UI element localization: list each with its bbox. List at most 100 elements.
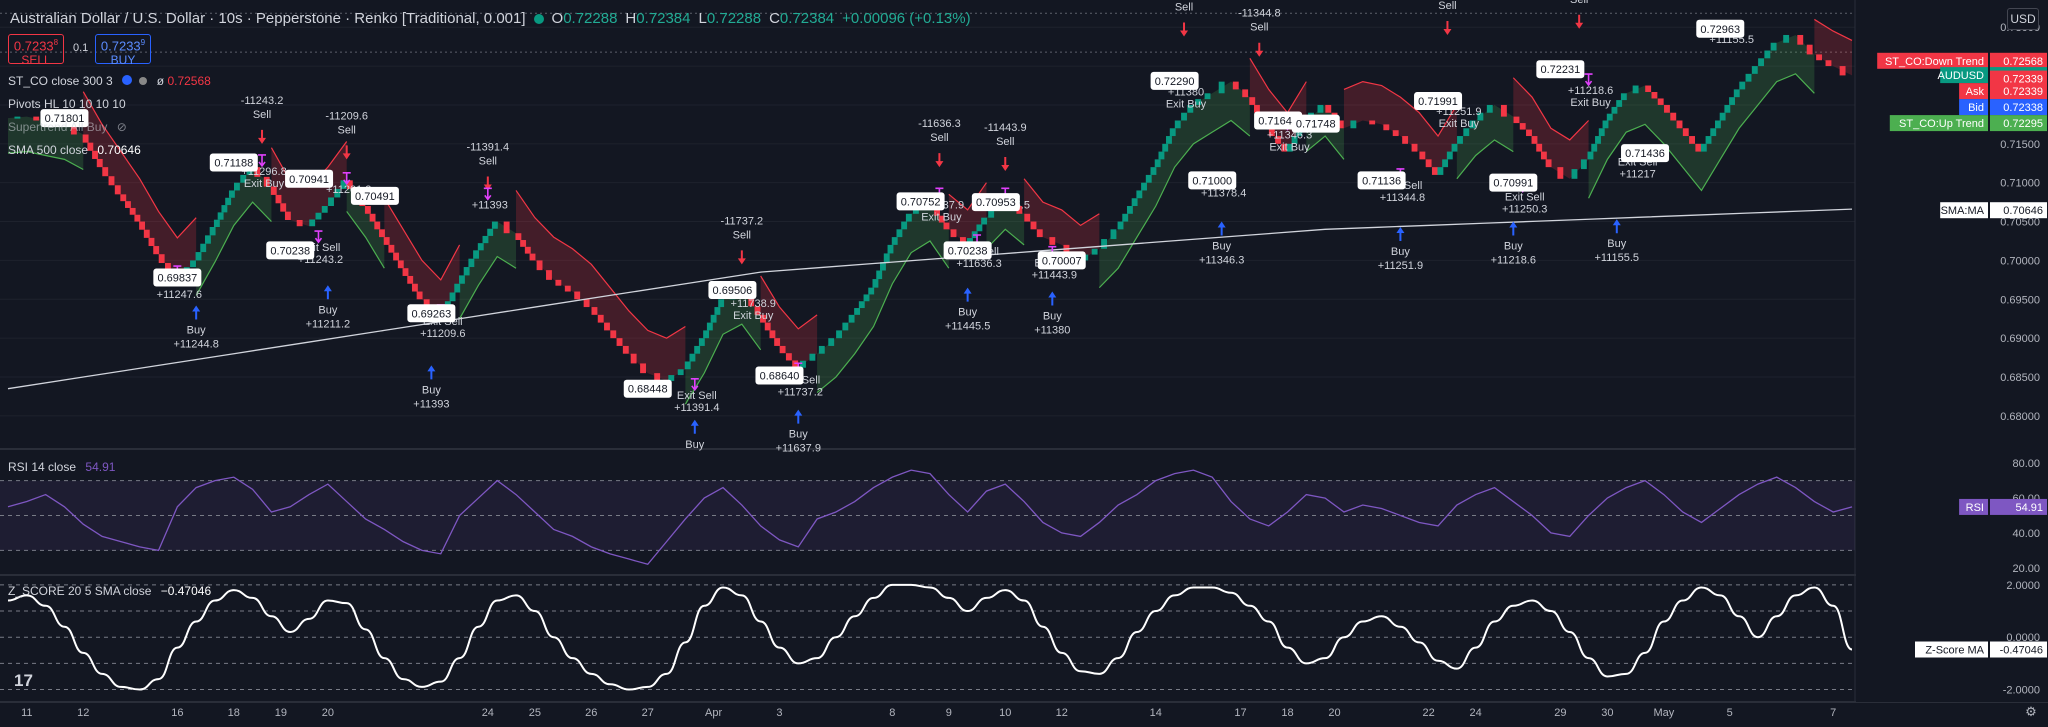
pivot-price-label: 0.69837: [157, 273, 197, 285]
indicator-zscore[interactable]: Z_SCORE 20 5 SMA close −0.47046: [8, 584, 211, 598]
indicator-sma[interactable]: SMA 500 close 0.70646: [8, 143, 141, 157]
currency-button[interactable]: USD: [2007, 8, 2039, 30]
sell-price: 0.7233: [13, 38, 54, 54]
sell-signal-label: Sell: [733, 229, 751, 241]
pivot-price-label-box: [1357, 171, 1406, 190]
renko-brick-down: [275, 194, 282, 204]
pivots-name: Pivots HL 10 10 10 10: [8, 97, 126, 111]
indicator-rsi[interactable]: RSI 14 close 54.91: [8, 460, 115, 474]
supertrend-fill-up: [8, 116, 84, 170]
sell-signal-label: Sell: [1175, 2, 1193, 14]
renko-brick-down: [754, 306, 761, 315]
renko-brick-up: [1463, 128, 1470, 137]
renko-brick-down: [1268, 128, 1275, 137]
buy-arrow-icon: [690, 419, 699, 434]
sell-signal-label: Sell: [338, 124, 356, 136]
st-co-value: 0.72568: [167, 74, 211, 88]
renko-brick-up: [1174, 120, 1181, 129]
hidden-eye-icon[interactable]: ⊘: [116, 120, 127, 134]
axis-tag-label: Bid: [1968, 102, 1984, 114]
exit-signal-label: Exit Buy: [1439, 118, 1480, 130]
buy-signal-label: Buy: [1043, 311, 1062, 323]
renko-brick-down: [1536, 143, 1543, 152]
sell-button[interactable]: 0.72338 SELL: [8, 34, 64, 67]
supertrend-line-up: [684, 323, 762, 405]
renko-brick-up: [1117, 221, 1124, 230]
indicator-pivots[interactable]: Pivots HL 10 10 10 10: [8, 97, 126, 111]
time-tick-label: 7: [1830, 707, 1836, 719]
buy-signal-label: +11445.5: [945, 321, 990, 333]
supertrend-name: Supertrend All Buy: [8, 120, 108, 134]
indicator-settings-icon[interactable]: [139, 77, 148, 85]
exit-signal-label: +11737.2: [778, 386, 823, 398]
buy-signal-label: Buy: [1391, 246, 1410, 258]
renko-brick-down: [1369, 120, 1376, 125]
renko-brick-down: [1049, 237, 1056, 245]
buy-button[interactable]: 0.72339 BUY: [95, 34, 151, 67]
price-tick-label: 0.71500: [2000, 139, 2040, 151]
axis-tag-label: ST_CO:Up Trend: [1899, 118, 1984, 130]
rsi-value: 54.91: [85, 460, 116, 474]
buy-arrow-icon: [427, 365, 436, 380]
supertrend-line-down: [82, 91, 197, 239]
market-open-icon: [533, 13, 544, 24]
pivot-price-label-box: [407, 304, 456, 323]
spread-value: 0.1: [73, 42, 89, 54]
pivot-price-label-box: [755, 366, 804, 385]
pivot-price-label: 0.71648: [1258, 115, 1298, 127]
renko-brick-up: [718, 299, 725, 308]
buy-arrow-icon: [1048, 291, 1057, 306]
buy-signal-label: Buy: [1504, 241, 1523, 253]
price-tick-label: 0.68500: [2000, 372, 2040, 384]
renko-brick-down: [388, 244, 395, 253]
renko-brick-down: [1664, 104, 1670, 113]
renko-brick-up: [473, 250, 479, 259]
renko-brick-down: [950, 229, 957, 238]
indicator-supertrend[interactable]: Supertrend All Buy ⊘: [8, 120, 127, 134]
axis-tag-value-box: [1990, 115, 2047, 132]
pivot-price-label-box: [1489, 173, 1538, 192]
renko-brick-down: [1645, 85, 1652, 92]
renko-brick-up: [233, 182, 240, 191]
symbol-title[interactable]: Australian Dollar / U.S. Dollar · 10s · …: [10, 10, 526, 27]
supertrend-line-down: [1814, 18, 1853, 41]
renko-brick-down: [153, 246, 160, 255]
renko-brick-down: [139, 221, 146, 230]
supertrend-fill-up: [196, 167, 272, 296]
renko-brick-up: [14, 116, 21, 119]
ohlc-close: C0.72384: [769, 10, 835, 27]
sell-arrow-icon: [935, 153, 944, 168]
renko-brick-up: [714, 307, 721, 315]
pivot-price-label: 0.70238: [270, 245, 310, 257]
ohlc-low: L0.72288: [698, 10, 762, 27]
renko-brick-up: [891, 237, 898, 245]
time-axis[interactable]: 11 12 16 18 19 20 24 25 26 27 Apr 3 8 9 10 12 14 17 18 20 22…: [14, 671, 2037, 719]
renko-brick-down: [574, 291, 581, 300]
renko-brick-down: [82, 134, 89, 143]
renko-brick-up: [1591, 143, 1598, 152]
pivot-price-label-box: [708, 280, 757, 299]
axis-tag-value-box: [1990, 52, 2047, 69]
renko-brick-down: [397, 260, 404, 269]
renko-brick-down: [1825, 60, 1832, 67]
renko-brick-up: [340, 180, 347, 189]
renko-brick-up: [848, 314, 855, 323]
sell-arrow-icon: [1001, 157, 1010, 172]
renko-brick-up: [334, 188, 341, 198]
sell-signal-label: -11209.6: [325, 110, 368, 122]
rsi-tick-label: 40.00: [2012, 528, 2040, 540]
renko-brick-up: [328, 197, 334, 207]
exit-arrow-icon: [342, 172, 351, 186]
renko-brick-down: [616, 338, 623, 346]
renko-brick-down: [1519, 123, 1526, 130]
indicator-st-co[interactable]: ST_CO close 300 3 ø 0.72568: [8, 74, 211, 88]
renko-brick-up: [1580, 159, 1587, 170]
renko-brick-down: [536, 260, 543, 271]
renko-brick-up: [880, 261, 886, 271]
price-tick-label: 0.70000: [2000, 255, 2040, 267]
renko-brick-down: [374, 221, 381, 230]
rsi-line: [7, 469, 1853, 566]
renko-brick-up: [1131, 198, 1138, 207]
renko-brick-down: [158, 254, 165, 264]
